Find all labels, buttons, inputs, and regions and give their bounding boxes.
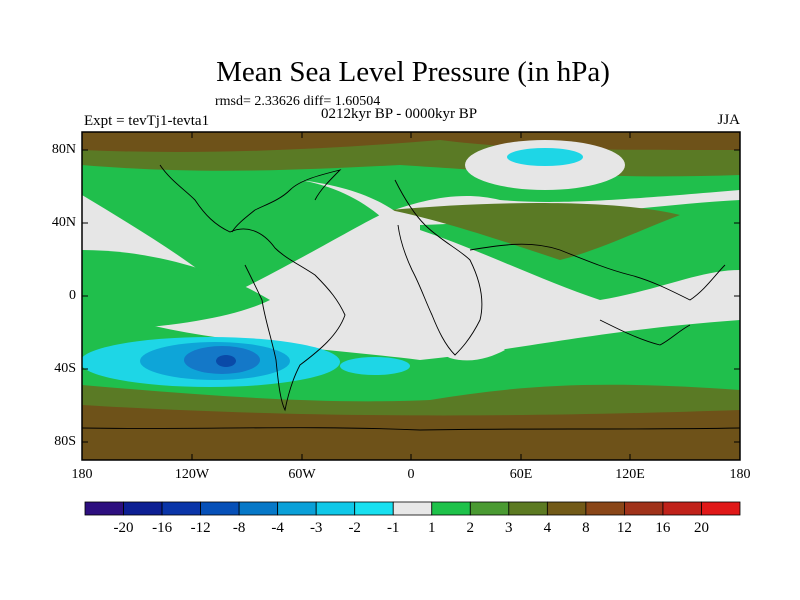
antarctica-coastline [82, 427, 740, 431]
lon-label-120e: 120E [615, 467, 645, 482]
rmsd-diff-stats: rmsd= 2.33626 diff= 1.60504 [215, 94, 381, 109]
season-label: JJA [717, 112, 740, 128]
colorbar-label: -1 [386, 520, 400, 536]
colorbar-box [200, 501, 240, 516]
colorbar-box [392, 501, 433, 516]
colorbar-label: 1 [428, 520, 436, 536]
lat-label-80s: 80S [54, 434, 76, 449]
colorbar-box [701, 501, 741, 516]
field-brown-south [82, 405, 740, 460]
pressure-field [82, 132, 740, 460]
asia-coastline [469, 243, 726, 301]
colorbar-box [123, 501, 163, 516]
experiment-label: Expt = tevTj1-tevta1 [84, 113, 210, 129]
colorbar-box [354, 501, 394, 516]
americas-coastline [159, 164, 346, 412]
colorbar-label: -16 [152, 520, 173, 536]
colorbar-box [662, 501, 702, 516]
colorbar-label: 2 [466, 520, 475, 536]
lon-label-180w: 180 [71, 467, 93, 482]
lon-label-120w: 120W [174, 467, 210, 482]
lon-label-0: 0 [407, 467, 415, 482]
lon-label-180e: 180 [729, 467, 751, 482]
australia-coastline [599, 319, 691, 346]
colorbar-label: -2 [348, 520, 361, 536]
colorbar-label: 4 [543, 520, 552, 536]
lat-label-80n: 80N [51, 142, 76, 157]
lat-label-0: 0 [69, 288, 76, 303]
colorbar-box [238, 501, 279, 516]
colorbar-box [277, 501, 317, 516]
colorbar [84, 501, 741, 516]
colorbar-label: 12 [616, 520, 632, 536]
colorbar-label: 8 [582, 520, 590, 536]
colorbar-label: 16 [655, 520, 671, 536]
lon-label-60e: 60E [509, 467, 533, 482]
field-green-pacific [82, 250, 270, 330]
field-atlantic-neutral [300, 180, 505, 361]
colorbar-label: 20 [694, 520, 709, 536]
colorbar-box [546, 501, 587, 516]
colorbar-label: -3 [309, 520, 323, 536]
colorbar-box [315, 501, 356, 516]
lon-label-60w: 60W [288, 467, 316, 482]
field-atlantic-cyan [340, 357, 410, 375]
lat-label-40s: 40S [54, 361, 76, 376]
colorbar-label: -4 [271, 520, 284, 536]
colorbar-box [624, 501, 664, 516]
field-pacific-navy [216, 355, 236, 367]
colorbar-box [469, 501, 510, 516]
north-america-east-coastline [231, 169, 342, 233]
colorbar-box [431, 501, 471, 516]
coastlines [82, 164, 740, 431]
axis-ticks [82, 132, 740, 460]
lat-label-40n: 40N [51, 215, 76, 230]
map-title: Mean Sea Level Pressure (in hPa) [216, 56, 610, 88]
field-olive-asia [390, 203, 680, 260]
colorbar-label: 3 [505, 520, 513, 536]
field-arctic-cyan [507, 148, 583, 166]
colorbar-box [585, 501, 625, 516]
africa-europe-coastline [394, 179, 483, 356]
time-period: 0212kyr BP - 0000kyr BP [321, 106, 478, 122]
colorbar-box [161, 501, 201, 516]
colorbar-box [508, 501, 548, 516]
colorbar-label: -12 [190, 520, 211, 536]
colorbar-label: -8 [232, 520, 246, 536]
colorbar-label: -20 [113, 520, 134, 536]
colorbar-box [84, 501, 124, 516]
